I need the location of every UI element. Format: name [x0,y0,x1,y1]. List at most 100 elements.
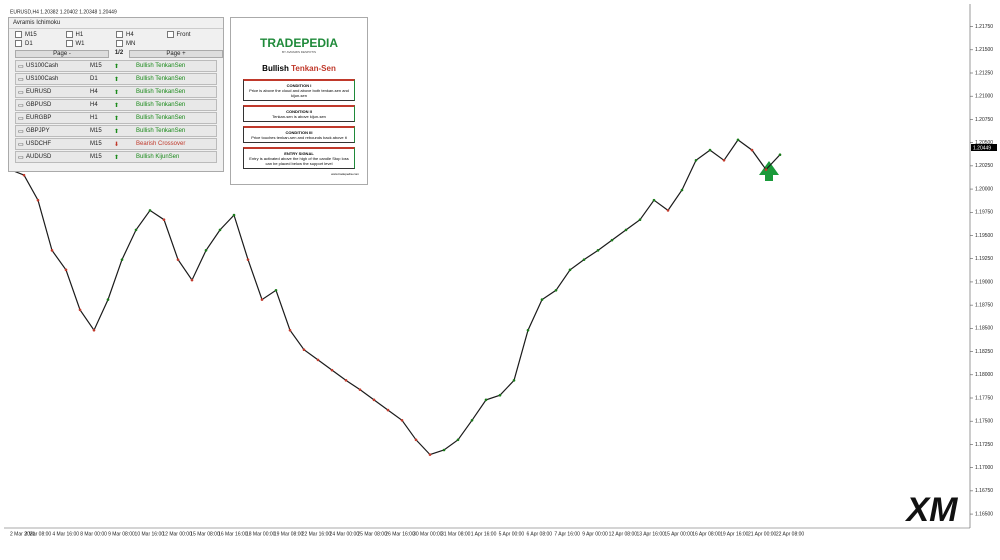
row-icon: ▭ [18,89,24,96]
x-tick-label: 13 Apr 16:00 [637,531,666,537]
checkbox[interactable]: Front [167,31,218,38]
price-point [596,249,600,252]
price-point [456,438,460,442]
price-point [162,218,166,222]
x-tick-label: 22 Mar 16:00 [302,531,332,537]
checkbox[interactable]: H1 [66,31,117,38]
condition: CONDITION I Price is above the cloud and … [243,79,355,101]
price-point [148,209,152,212]
symbol: GBPJPY [26,128,50,135]
signal-arrow [759,161,779,181]
price-point [288,328,292,332]
price-point [540,298,544,301]
price-point [750,148,754,152]
price-point [568,268,572,272]
x-tick-label: 9 Apr 00:00 [582,531,608,537]
timeframe: M15 [90,128,102,135]
symbol: USDCHF [26,141,51,148]
brand: TRADEPEDIA [259,36,338,50]
x-tick-label: 15 Mar 08:00 [190,531,220,537]
timeframe: M15 [90,154,102,161]
direction-arrow: ⬆ [114,89,120,96]
signal: Bullish TenkanSen [136,89,186,96]
price-point [36,198,40,202]
row-icon: ▭ [18,154,24,161]
x-tick-label: 5 Apr 00:00 [499,531,525,537]
y-tick-label: 1.18000 [975,372,993,378]
y-tick-label: 1.16500 [975,511,993,517]
page-prev[interactable]: Page - [15,50,109,59]
scanner-row: ▭ GBPUSD H4 ⬆ Bullish TenkanSen [15,99,217,112]
x-tick-label: 6 Apr 08:00 [526,531,552,537]
price-point [64,268,68,272]
scanner-row: ▭ US100Cash D1 ⬆ Bullish TenkanSen [15,73,217,86]
direction-arrow: ⬆ [114,76,120,83]
checkbox[interactable]: MN [116,40,167,47]
x-tick-label: 4 Mar 16:00 [52,531,79,537]
condition-head: CONDITION II [286,109,312,114]
y-tick-label: 1.21000 [975,94,993,100]
condition: CONDITION II Tenkan-sen is above kijun-se… [243,105,355,122]
y-tick-label: 1.19250 [975,256,993,262]
y-tick-label: 1.20750 [975,117,993,123]
price-point [344,379,348,382]
checkbox[interactable]: M15 [15,31,66,38]
x-tick-label: 12 Mar 00:00 [162,531,192,537]
panel-title: Avramis Ichimoku [9,18,223,29]
checkbox[interactable]: W1 [66,40,117,47]
y-tick-label: 1.19750 [975,210,993,216]
condition-text: Tenkan-sen is above kijun-sen [272,114,326,119]
title-a: Bullish [262,64,289,73]
row-icon: ▭ [18,63,24,70]
price-point [708,148,712,152]
condition-head: CONDITION I [286,83,312,88]
price-point [218,228,222,232]
pager: Page - 1/2 Page + [9,49,223,59]
price-line [9,139,781,456]
signal: Bullish TenkanSen [136,128,186,135]
card-title: Bullish Tenkan-Sen [231,64,367,73]
price-point [666,209,670,212]
x-tick-label: 16 Mar 16:00 [218,531,248,537]
x-tick-label: 26 Mar 16:00 [385,531,415,537]
symbol: AUDUSD [26,154,52,161]
scanner-row: ▭ AUDUSD M15 ⬆ Bullish KijunSen [15,151,217,164]
x-tick-label: 18 Mar 00:00 [246,531,276,537]
price-point [120,258,124,261]
symbol: GBPUSD [26,102,52,109]
signal: Bullish TenkanSen [136,63,186,70]
price-point [232,213,236,217]
scanner-row: ▭ EURGBP H1 ⬆ Bullish TenkanSen [15,112,217,125]
byline: BY AVRAMIS DESPOTIS [282,50,316,54]
price-tag [971,144,997,151]
timeframe: H4 [90,89,98,96]
price-point [638,218,642,222]
price-point [470,418,474,422]
y-tick-label: 1.17750 [975,395,993,401]
price-point [694,158,698,162]
scanner-row: ▭ USDCHF M15 ⬇ Bearish Crossover [15,138,217,151]
scanner-row: ▭ EURUSD H4 ⬆ Bullish TenkanSen [15,86,217,99]
conditions: CONDITION I Price is above the cloud and … [231,79,367,169]
timeframe: H1 [90,115,98,122]
price-point [190,278,194,282]
url: www.tradepedia.com [331,172,359,176]
price-point [526,328,530,332]
checkbox[interactable]: H4 [116,31,167,38]
price-point [78,308,82,312]
price-point [358,388,362,391]
x-tick-label: 25 Mar 08:00 [357,531,387,537]
logo: XM [905,491,959,529]
current-price: 1.20449 [973,145,991,151]
y-tick-label: 1.21250 [975,70,993,76]
price-point [22,173,26,177]
page-next[interactable]: Page + [129,50,223,59]
x-tick-label: 7 Apr 16:00 [554,531,580,537]
price-point [176,258,180,261]
price-point [372,398,376,402]
x-tick-label: 24 Mar 00:00 [330,531,360,537]
checkbox[interactable]: D1 [15,40,66,47]
x-tick-label: 21 Apr 00:00 [748,531,777,537]
row-icon: ▭ [18,102,24,109]
